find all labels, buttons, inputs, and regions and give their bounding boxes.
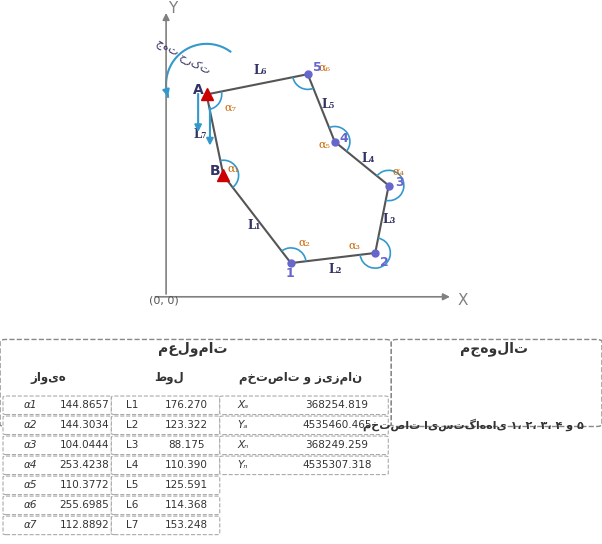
Text: 144.8657: 144.8657 — [60, 400, 109, 410]
Text: L₄: L₄ — [362, 152, 375, 165]
Text: طول: طول — [154, 371, 184, 384]
Text: 1: 1 — [286, 267, 294, 280]
Text: 110.390: 110.390 — [165, 460, 208, 470]
FancyBboxPatch shape — [3, 416, 111, 435]
Text: L7: L7 — [126, 520, 139, 530]
Text: α6: α6 — [24, 500, 37, 510]
Text: جهت حرکت: جهت حرکت — [154, 38, 212, 77]
FancyBboxPatch shape — [3, 516, 111, 535]
Text: 88.175: 88.175 — [169, 440, 205, 450]
FancyBboxPatch shape — [3, 496, 111, 515]
Text: 104.0444: 104.0444 — [60, 440, 109, 450]
FancyBboxPatch shape — [3, 436, 111, 455]
Text: 153.248: 153.248 — [165, 520, 208, 530]
FancyBboxPatch shape — [220, 436, 388, 455]
Text: Xₙ: Xₙ — [238, 440, 249, 450]
Text: Yₙ: Yₙ — [238, 460, 248, 470]
Text: 144.3034: 144.3034 — [60, 420, 109, 430]
Text: 4535307.318: 4535307.318 — [302, 460, 372, 470]
FancyBboxPatch shape — [111, 476, 220, 494]
FancyBboxPatch shape — [3, 476, 111, 494]
Text: 255.6985: 255.6985 — [60, 500, 109, 510]
Text: 253.4238: 253.4238 — [60, 460, 109, 470]
Text: α5: α5 — [24, 480, 37, 490]
Text: مجهولات: مجهولات — [460, 341, 527, 356]
Text: α₆: α₆ — [318, 63, 330, 72]
FancyBboxPatch shape — [3, 396, 111, 415]
Text: 114.368: 114.368 — [165, 500, 208, 510]
Text: 176.270: 176.270 — [165, 400, 208, 410]
Text: (0, 0): (0, 0) — [149, 295, 179, 306]
Text: 112.8892: 112.8892 — [60, 520, 109, 530]
FancyBboxPatch shape — [391, 339, 602, 426]
Text: α₇: α₇ — [224, 103, 236, 113]
FancyBboxPatch shape — [111, 456, 220, 474]
Text: α₃: α₃ — [349, 241, 361, 251]
Text: Yₐ: Yₐ — [238, 420, 248, 430]
FancyBboxPatch shape — [111, 396, 220, 415]
Text: α₂: α₂ — [299, 238, 310, 248]
FancyBboxPatch shape — [220, 416, 388, 435]
Text: 110.3772: 110.3772 — [60, 480, 109, 490]
Text: 123.322: 123.322 — [165, 420, 208, 430]
Text: α₅: α₅ — [318, 140, 330, 150]
Text: مختصات ایستگاه‌های ۱، ۲، ۳، ۴ و ۵: مختصات ایستگاه‌های ۱، ۲، ۳، ۴ و ۵ — [363, 418, 584, 431]
Text: معلومات: معلومات — [158, 341, 228, 356]
Text: 4535460.465: 4535460.465 — [302, 420, 372, 430]
FancyBboxPatch shape — [3, 456, 111, 474]
Text: L6: L6 — [126, 500, 139, 510]
Text: L₂: L₂ — [328, 263, 341, 276]
Text: 125.591: 125.591 — [165, 480, 208, 490]
Text: L2: L2 — [126, 420, 139, 430]
Text: X: X — [458, 293, 468, 308]
Text: A: A — [193, 83, 204, 97]
Text: L₆: L₆ — [254, 64, 267, 77]
Text: 368249.259: 368249.259 — [306, 440, 368, 450]
FancyBboxPatch shape — [220, 456, 388, 474]
FancyBboxPatch shape — [111, 436, 220, 455]
Text: α2: α2 — [24, 420, 37, 430]
FancyBboxPatch shape — [111, 516, 220, 535]
FancyBboxPatch shape — [111, 416, 220, 435]
Text: Y: Y — [168, 1, 177, 16]
Text: 4: 4 — [340, 132, 349, 145]
Text: 5: 5 — [313, 61, 321, 74]
Text: α1: α1 — [24, 400, 37, 410]
Text: α₄: α₄ — [393, 167, 405, 177]
FancyBboxPatch shape — [0, 339, 391, 426]
Text: α7: α7 — [24, 520, 37, 530]
Text: α₁: α₁ — [228, 164, 240, 174]
Text: L₁: L₁ — [247, 219, 261, 232]
Text: L1: L1 — [126, 400, 139, 410]
FancyBboxPatch shape — [220, 396, 388, 415]
Text: 2: 2 — [380, 256, 389, 269]
Text: L₅: L₅ — [321, 98, 335, 111]
Text: α4: α4 — [24, 460, 37, 470]
FancyBboxPatch shape — [111, 496, 220, 515]
Text: زاویه: زاویه — [30, 371, 66, 384]
Text: L4: L4 — [126, 460, 139, 470]
Text: L₃: L₃ — [382, 213, 396, 226]
Text: 368254.819: 368254.819 — [306, 400, 368, 410]
Text: 3: 3 — [395, 176, 403, 189]
Text: L3: L3 — [126, 440, 139, 450]
Text: α3: α3 — [24, 440, 37, 450]
Text: L5: L5 — [126, 480, 139, 490]
Text: L₇: L₇ — [193, 128, 206, 141]
Text: مختصات و زیزمان: مختصات و زیزمان — [240, 372, 362, 384]
Text: Xₐ: Xₐ — [238, 400, 249, 410]
Text: B: B — [210, 164, 220, 178]
